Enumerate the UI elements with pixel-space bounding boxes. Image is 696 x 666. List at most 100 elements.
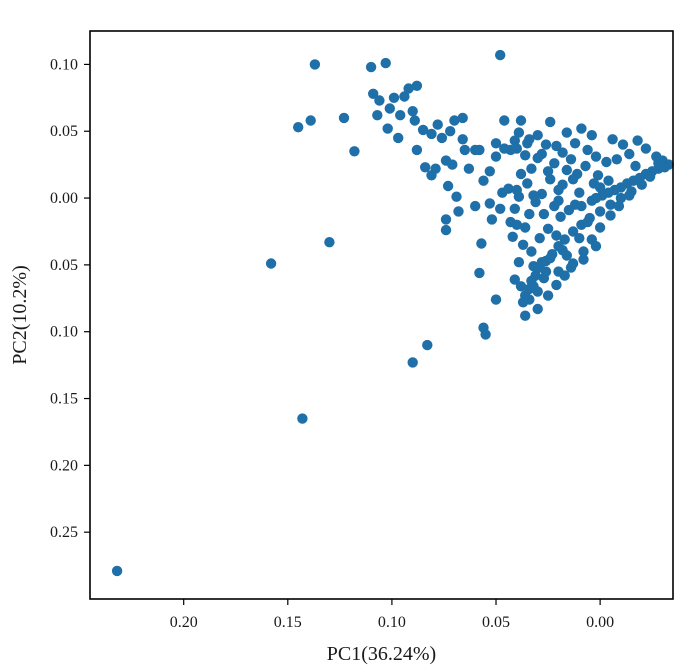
data-point bbox=[509, 135, 520, 146]
data-point bbox=[372, 110, 383, 121]
data-point bbox=[559, 234, 570, 245]
data-point bbox=[474, 144, 485, 156]
data-point bbox=[540, 266, 552, 277]
data-point bbox=[607, 134, 618, 145]
data-point bbox=[603, 175, 614, 186]
data-point bbox=[534, 233, 545, 244]
data-point bbox=[490, 151, 502, 162]
data-point bbox=[463, 163, 475, 174]
data-point bbox=[538, 208, 550, 220]
data-point bbox=[551, 140, 562, 152]
points-layer bbox=[111, 49, 674, 577]
data-point bbox=[324, 237, 335, 248]
y-tick-label: 0.15 bbox=[50, 391, 78, 408]
data-point bbox=[582, 216, 593, 228]
data-point bbox=[522, 178, 533, 189]
y-tick-label: 0.05 bbox=[50, 123, 78, 140]
data-point bbox=[453, 206, 464, 217]
data-point bbox=[393, 132, 404, 144]
data-point bbox=[511, 219, 522, 230]
data-point bbox=[476, 238, 487, 249]
data-point bbox=[382, 123, 393, 134]
data-point bbox=[395, 110, 406, 121]
data-point bbox=[490, 138, 502, 149]
data-point bbox=[515, 168, 527, 180]
y-tick-label: 0.25 bbox=[50, 524, 78, 541]
data-point bbox=[265, 258, 277, 269]
data-point bbox=[484, 166, 495, 177]
data-point bbox=[293, 122, 304, 133]
data-point bbox=[574, 187, 585, 198]
data-point bbox=[513, 257, 525, 268]
data-point bbox=[338, 112, 350, 124]
data-point bbox=[526, 246, 537, 257]
data-point bbox=[426, 128, 437, 140]
ticks-layer: 0.20 0.15 0.10 0.05 0.00 0.10 0.05 0.00 0.05 0.10… bbox=[50, 56, 614, 631]
data-point bbox=[594, 206, 606, 217]
data-point bbox=[445, 126, 456, 137]
data-point bbox=[515, 115, 527, 126]
data-point bbox=[553, 195, 564, 206]
data-point bbox=[615, 192, 627, 204]
data-point bbox=[592, 170, 604, 181]
data-point bbox=[565, 154, 577, 165]
data-point bbox=[384, 103, 395, 114]
data-point bbox=[563, 204, 575, 216]
data-point bbox=[388, 92, 400, 104]
data-point bbox=[624, 190, 635, 201]
data-point bbox=[580, 160, 591, 172]
data-point bbox=[499, 143, 510, 154]
data-point bbox=[495, 49, 506, 61]
data-point bbox=[567, 226, 579, 237]
data-point bbox=[636, 179, 647, 190]
data-point bbox=[349, 146, 360, 157]
data-point bbox=[440, 224, 452, 236]
data-point bbox=[545, 253, 556, 264]
data-point bbox=[551, 230, 562, 241]
data-point bbox=[528, 261, 539, 272]
data-point bbox=[611, 154, 622, 165]
data-point bbox=[411, 80, 423, 92]
data-point bbox=[532, 303, 543, 315]
data-point bbox=[457, 134, 468, 145]
data-point bbox=[561, 164, 572, 176]
data-point bbox=[297, 413, 308, 424]
data-point bbox=[590, 151, 602, 162]
data-point bbox=[624, 148, 635, 160]
data-point bbox=[520, 310, 531, 321]
data-point bbox=[565, 262, 577, 273]
data-point bbox=[480, 329, 491, 340]
data-point bbox=[540, 139, 552, 150]
data-point bbox=[457, 112, 468, 124]
data-point bbox=[659, 162, 670, 173]
data-point bbox=[484, 198, 495, 209]
x-axis-title: PC1(36.24%) bbox=[327, 643, 436, 665]
data-point bbox=[436, 132, 448, 144]
data-point bbox=[517, 239, 529, 250]
data-point bbox=[495, 203, 506, 214]
data-point bbox=[590, 241, 602, 252]
data-point bbox=[511, 184, 522, 196]
data-point bbox=[551, 279, 562, 291]
y-tick-label: 0.10 bbox=[50, 324, 78, 341]
data-point bbox=[532, 152, 543, 164]
data-point bbox=[536, 188, 547, 200]
data-point bbox=[528, 190, 539, 201]
y-tick-label: 0.00 bbox=[50, 190, 78, 207]
y-axis-title: PC2(10.2%) bbox=[9, 265, 31, 364]
data-point bbox=[613, 200, 625, 212]
data-point bbox=[557, 245, 568, 256]
x-tick-label: 0.10 bbox=[378, 614, 406, 631]
data-point bbox=[632, 135, 643, 146]
data-point bbox=[411, 144, 423, 156]
data-point bbox=[305, 115, 316, 126]
x-tick-label: 0.20 bbox=[170, 614, 198, 631]
data-point bbox=[576, 200, 587, 212]
data-point bbox=[111, 565, 123, 577]
data-point bbox=[509, 274, 520, 285]
data-point bbox=[605, 210, 616, 221]
data-point bbox=[403, 83, 414, 94]
data-point bbox=[422, 339, 433, 351]
data-point bbox=[449, 115, 460, 126]
data-point bbox=[478, 175, 489, 186]
